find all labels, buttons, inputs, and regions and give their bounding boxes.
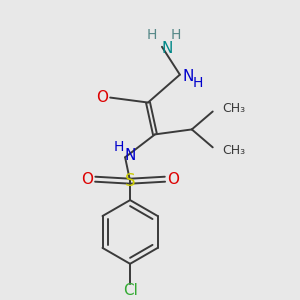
Text: N: N xyxy=(124,148,136,163)
Text: CH₃: CH₃ xyxy=(223,144,246,157)
Text: H: H xyxy=(193,76,203,90)
Text: H: H xyxy=(147,28,157,42)
Text: H: H xyxy=(171,28,181,42)
Text: S: S xyxy=(125,172,135,190)
Text: Cl: Cl xyxy=(123,283,137,298)
Text: CH₃: CH₃ xyxy=(223,102,246,115)
Text: O: O xyxy=(81,172,93,187)
Text: O: O xyxy=(96,90,108,105)
Text: N: N xyxy=(161,41,172,56)
Text: O: O xyxy=(167,172,179,187)
Text: H: H xyxy=(114,140,124,154)
Text: N: N xyxy=(182,69,194,84)
